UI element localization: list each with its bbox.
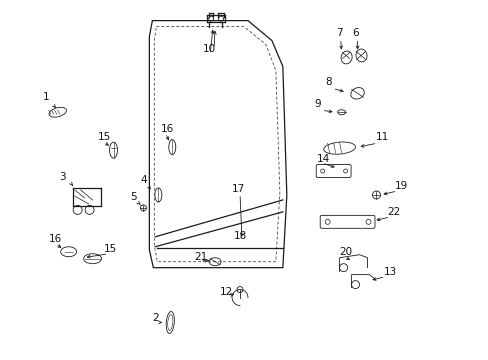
Text: 3: 3	[59, 172, 65, 182]
Text: 18: 18	[234, 231, 247, 241]
Text: 7: 7	[335, 28, 342, 37]
Text: 15: 15	[103, 244, 117, 254]
Text: 22: 22	[386, 207, 400, 217]
Text: 15: 15	[98, 132, 111, 142]
Text: 13: 13	[383, 267, 396, 276]
Text: 9: 9	[314, 99, 321, 109]
Text: 4: 4	[140, 175, 147, 185]
Text: 10: 10	[203, 45, 216, 54]
Text: 5: 5	[130, 192, 137, 202]
Text: 6: 6	[352, 28, 359, 37]
Text: 16: 16	[49, 234, 62, 244]
Text: 16: 16	[160, 124, 173, 134]
Text: 20: 20	[339, 247, 352, 257]
Text: 11: 11	[375, 132, 388, 142]
Text: 17: 17	[232, 184, 245, 194]
Text: 12: 12	[220, 287, 233, 297]
Text: 21: 21	[194, 252, 207, 262]
Text: 8: 8	[325, 77, 332, 87]
Text: 19: 19	[394, 181, 407, 191]
Text: 2: 2	[152, 314, 159, 323]
Text: 14: 14	[316, 154, 329, 164]
Text: 1: 1	[42, 92, 49, 102]
